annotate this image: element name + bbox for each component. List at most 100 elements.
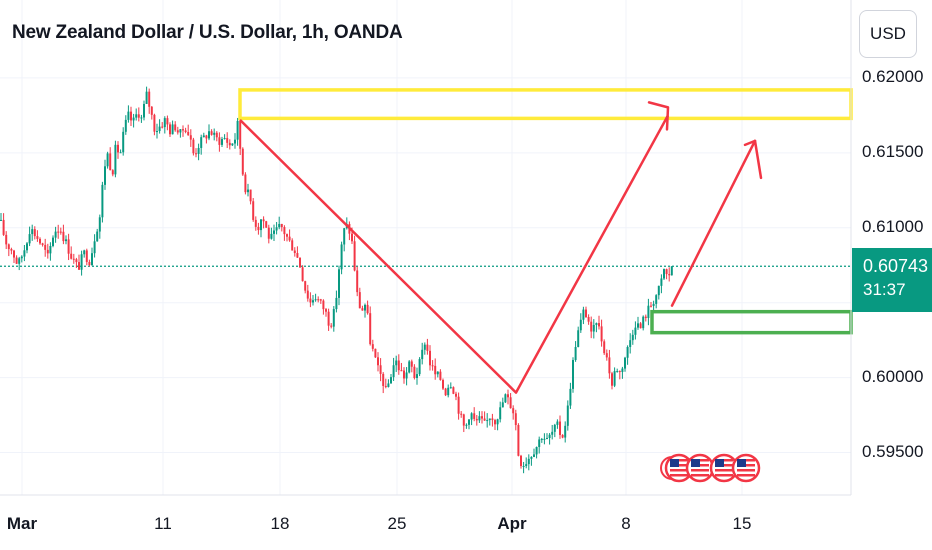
candle-body [236,120,239,140]
economic-event-icons[interactable] [660,453,761,483]
candle-body [475,418,478,421]
candle-body [36,236,39,239]
candle-body [665,269,668,275]
candle-body [436,371,439,375]
candle-body [332,309,335,327]
candle-body [423,344,426,350]
candle-body [2,219,5,235]
candle-body [603,341,606,354]
candle-body [634,327,637,335]
candle-body [153,114,156,132]
candle-body [431,365,434,367]
candle-body [7,244,10,250]
us-flag-event-icon[interactable] [664,453,694,483]
candle-body [249,189,252,202]
candle-body [291,240,294,251]
candle-body [327,311,330,326]
candle-body [514,413,517,426]
candle-body [590,321,593,332]
zigzag-pattern [239,101,670,394]
candle-body [579,319,582,331]
candle-body [629,340,632,348]
currency-button[interactable]: USD [859,10,917,58]
us-flag-event-icon[interactable] [685,453,715,483]
candle-body [533,454,535,457]
candle-body [54,231,57,238]
price-tick-label: 0.60000 [862,366,924,386]
candle-body [491,418,494,421]
candle-body [611,373,613,386]
candle-body [540,438,543,440]
candle-body [83,250,86,255]
candle-body [18,258,21,264]
candle-body [395,360,398,366]
candle-body [642,316,645,329]
candle-body [447,387,450,396]
candle-body [637,323,639,328]
candle-body [218,137,221,145]
candle-body [410,361,413,367]
candle-body [156,131,158,133]
candle-body [301,267,304,282]
candle-body [202,135,205,138]
candle-body [613,371,616,386]
candle-body [20,256,23,259]
candle-body [145,91,148,104]
us-flag-event-icon[interactable] [709,453,739,483]
candle-body [559,421,561,435]
candle-body [444,388,447,396]
candle-body [543,438,546,440]
projection-arrowhead [743,139,763,180]
candle-body [525,464,528,467]
support-zone-box[interactable] [650,309,853,335]
candle-body [262,219,265,222]
projection-arrows [670,139,763,307]
candle-body [569,388,572,406]
candle-body [106,153,109,167]
candle-body [535,447,538,455]
candle-body [478,416,481,421]
candle-body [626,347,629,358]
candle-body [551,431,554,435]
candle-body [205,135,208,139]
candle-body [317,299,320,301]
candle-body [231,143,234,146]
candle-body [546,437,548,439]
candle-body [512,408,515,414]
candle-body [28,234,31,244]
candle-body [52,237,54,247]
candle-body [288,236,291,241]
time-tick-label: 11 [154,514,172,533]
candle-body [101,184,104,218]
candle-body [270,233,273,239]
flag-stripe [715,469,733,472]
candle-body [387,383,390,387]
candle-body [494,420,496,425]
candle-body [148,91,151,107]
candle-body [439,371,442,380]
candle-body [119,152,122,154]
candle-body [187,131,190,136]
flag-canton [715,459,724,467]
target-zone-box[interactable] [238,88,853,121]
candle-body [330,325,333,327]
candle-body [397,360,400,371]
candle-body [509,397,512,409]
flag-canton [691,459,700,467]
candle-body [530,456,533,459]
candle-body [501,402,504,408]
candle-body [244,174,247,193]
candle-body [111,170,114,175]
candle-body [668,274,671,276]
candle-body [241,148,244,175]
candlesticks [0,86,673,474]
candle-body [182,129,184,131]
candle-body [174,124,177,131]
zigzag-arrowhead [647,101,670,131]
candle-body [23,250,26,257]
flag-stripe [691,469,709,472]
candle-body [195,153,197,155]
candle-body [538,439,541,448]
us-flag-event-icon[interactable] [731,453,761,483]
